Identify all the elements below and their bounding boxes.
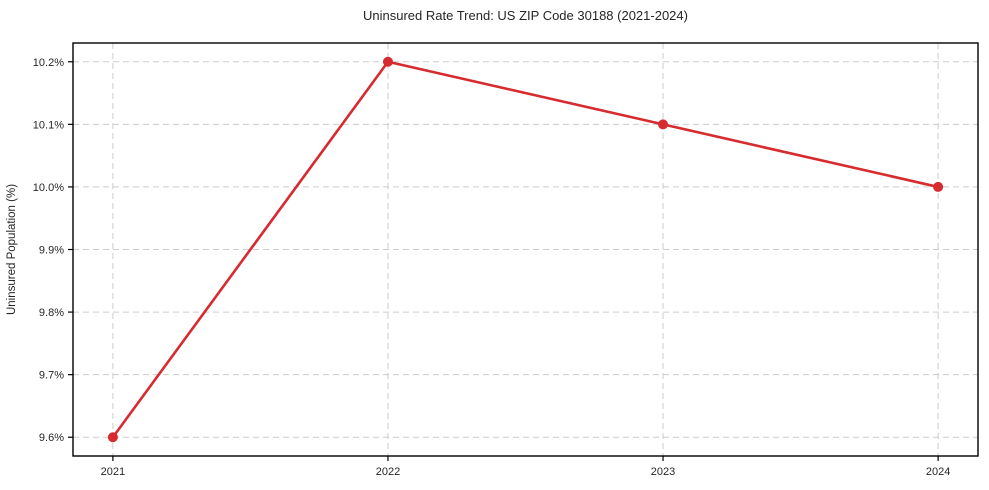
data-point-marker: [933, 181, 944, 192]
data-point-marker: [658, 119, 669, 130]
x-tick-label: 2023: [651, 466, 675, 478]
y-tick-label: 9.8%: [39, 307, 64, 319]
data-point-marker: [107, 432, 118, 443]
y-tick-label: 10.1%: [33, 119, 64, 131]
y-tick-label: 10.2%: [33, 57, 64, 69]
y-tick-label: 10.0%: [33, 182, 64, 194]
x-tick-label: 2021: [101, 466, 125, 478]
data-point-marker: [382, 56, 393, 67]
trend-line: [111, 60, 940, 439]
y-tick-label: 9.9%: [39, 245, 64, 257]
x-tick-label: 2022: [376, 466, 400, 478]
chart-title: Uninsured Rate Trend: US ZIP Code 30188 …: [363, 8, 688, 23]
y-tick-label: 9.6%: [39, 432, 64, 444]
y-tick-label: 9.7%: [39, 370, 64, 382]
y-axis-label: Uninsured Population (%): [6, 184, 18, 315]
x-tick-label: 2024: [926, 466, 950, 478]
